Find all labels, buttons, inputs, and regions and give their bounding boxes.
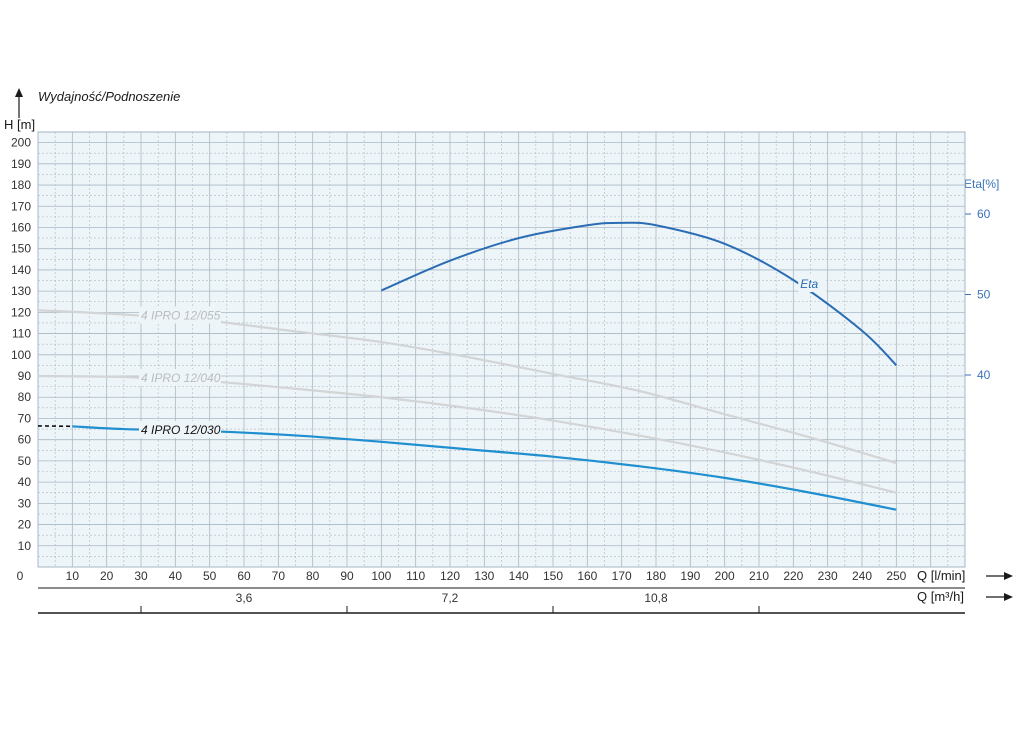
- x2-axis-arrow-icon: [986, 593, 1013, 601]
- eta-axis-label: Eta[%]: [964, 177, 999, 191]
- x2-tick-label: 7,2: [442, 591, 459, 605]
- x-tick-label: 20: [100, 569, 114, 583]
- x-tick-label: 120: [440, 569, 460, 583]
- x-tick-label: 150: [543, 569, 563, 583]
- y-axis-arrow-icon: [15, 88, 23, 118]
- x-tick-label: 160: [577, 569, 597, 583]
- x-tick-label: 110: [406, 569, 425, 583]
- x-tick-label: 200: [715, 569, 735, 583]
- y-tick-label: 100: [11, 348, 31, 362]
- y-tick-label: 130: [11, 284, 31, 298]
- x-tick-label: 0: [17, 569, 24, 583]
- x-tick-label: 90: [340, 569, 354, 583]
- x2-axis-label: Q [m³/h]: [917, 589, 964, 604]
- x-axis-arrow-icon: [986, 572, 1013, 580]
- y-tick-label: 190: [11, 157, 31, 171]
- x-axis-label: Q [l/min]: [917, 568, 965, 583]
- y-tick-label: 80: [18, 390, 32, 404]
- y-tick-label: 60: [18, 433, 32, 447]
- y-tick-label: 40: [18, 475, 32, 489]
- x-tick-label: 70: [272, 569, 286, 583]
- x-tick-label: 240: [852, 569, 872, 583]
- x-tick-label: 190: [680, 569, 700, 583]
- series-eta-label: Eta: [800, 277, 818, 291]
- y-tick-label: 160: [11, 220, 31, 234]
- x-tick-label: 220: [783, 569, 803, 583]
- x-tick-label: 250: [886, 569, 906, 583]
- y-tick-label: 70: [18, 411, 32, 425]
- x-tick-label: 210: [749, 569, 769, 583]
- y-tick-label: 180: [11, 178, 31, 192]
- x-axis-ticks: 0 10 20 30 40 50 60 70 80 90 100 110 120 130 140 150 160…: [17, 569, 907, 583]
- x-tick-label: 180: [646, 569, 666, 583]
- y-tick-label: 140: [11, 263, 31, 277]
- y-axis-ticks: 10 20 30 40 50 60 70 80 90 100 110 120 130 140 150 160 1…: [11, 136, 31, 553]
- x-tick-label: 80: [306, 569, 320, 583]
- series-4-ipro-12-030-label: 4 IPRO 12/030: [141, 423, 221, 437]
- series-4-ipro-12-055-label: 4 IPRO 12/055: [141, 308, 221, 322]
- x-tick-label: 40: [169, 569, 183, 583]
- x-tick-label: 170: [612, 569, 632, 583]
- y-tick-label: 150: [11, 242, 31, 256]
- x-tick-label: 50: [203, 569, 217, 583]
- y-tick-label: 20: [18, 518, 32, 532]
- x-tick-label: 100: [371, 569, 391, 583]
- eta-tick-label: 60: [977, 207, 991, 221]
- y-tick-label: 10: [18, 539, 32, 553]
- x2-axis-ticks: 3,6 7,2 10,8: [141, 591, 759, 613]
- eta-axis-ticks: 40 50 60: [965, 207, 991, 382]
- y-tick-label: 110: [12, 327, 31, 341]
- y-tick-label: 90: [18, 369, 32, 383]
- x-tick-label: 30: [134, 569, 148, 583]
- eta-tick-label: 50: [977, 288, 991, 302]
- x2-tick-label: 10,8: [644, 591, 668, 605]
- y-tick-label: 200: [11, 136, 31, 150]
- y-tick-label: 170: [11, 199, 31, 213]
- eta-tick-label: 40: [977, 368, 991, 382]
- x2-tick-label: 3,6: [236, 591, 253, 605]
- x-tick-label: 130: [474, 569, 494, 583]
- x-tick-label: 140: [509, 569, 529, 583]
- series-4-ipro-12-040-label: 4 IPRO 12/040: [141, 371, 221, 385]
- x-tick-label: 60: [237, 569, 251, 583]
- x-tick-label: 10: [66, 569, 80, 583]
- x-tick-label: 230: [818, 569, 838, 583]
- y-tick-label: 50: [18, 454, 32, 468]
- y-tick-label: 30: [18, 496, 32, 510]
- y-tick-label: 120: [11, 305, 31, 319]
- y-axis-label: H [m]: [4, 117, 35, 132]
- chart-title: Wydajność/Podnoszenie: [38, 89, 180, 104]
